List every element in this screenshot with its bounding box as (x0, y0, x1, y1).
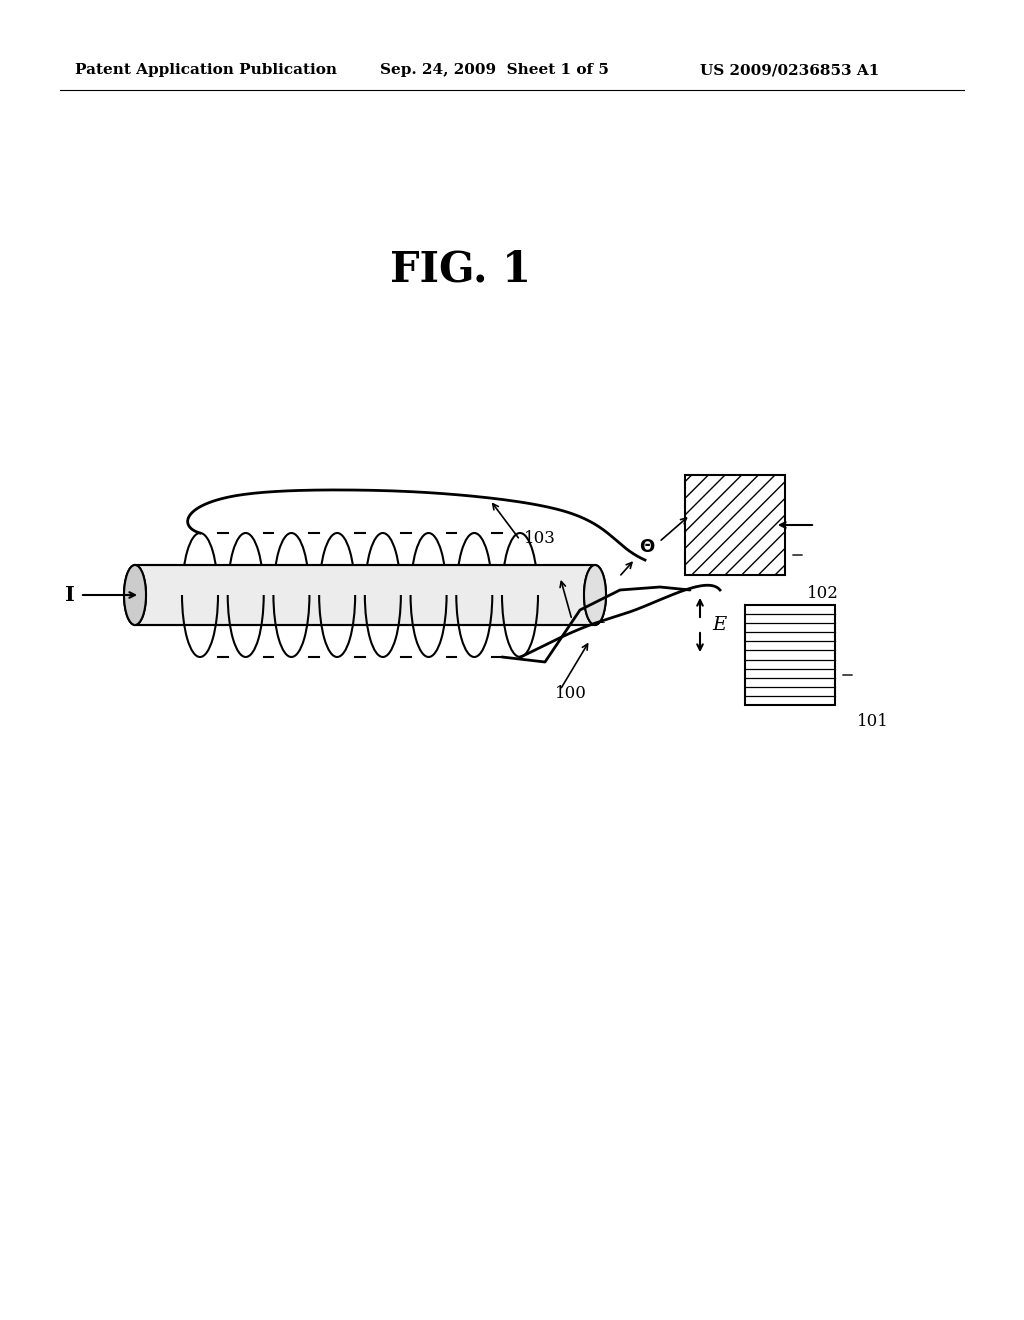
Bar (135, 565, 595, 624)
Bar (685, 475, 785, 576)
Text: 103: 103 (524, 531, 556, 546)
Bar (135, 565, 595, 624)
Bar (745, 605, 835, 705)
Text: $\mathbf{\Theta}$: $\mathbf{\Theta}$ (639, 539, 655, 556)
Text: 101: 101 (857, 713, 889, 730)
Text: I: I (66, 585, 75, 605)
Ellipse shape (124, 565, 146, 624)
Text: Sep. 24, 2009  Sheet 1 of 5: Sep. 24, 2009 Sheet 1 of 5 (380, 63, 609, 77)
Ellipse shape (584, 565, 606, 624)
Text: US 2009/0236853 A1: US 2009/0236853 A1 (700, 63, 880, 77)
Text: 102: 102 (807, 585, 839, 602)
Ellipse shape (584, 565, 606, 624)
Text: 100: 100 (555, 685, 587, 702)
Text: 104: 104 (575, 610, 607, 627)
Ellipse shape (124, 565, 146, 624)
Text: Patent Application Publication: Patent Application Publication (75, 63, 337, 77)
Text: FIG. 1: FIG. 1 (390, 249, 531, 290)
Text: E: E (712, 616, 726, 634)
